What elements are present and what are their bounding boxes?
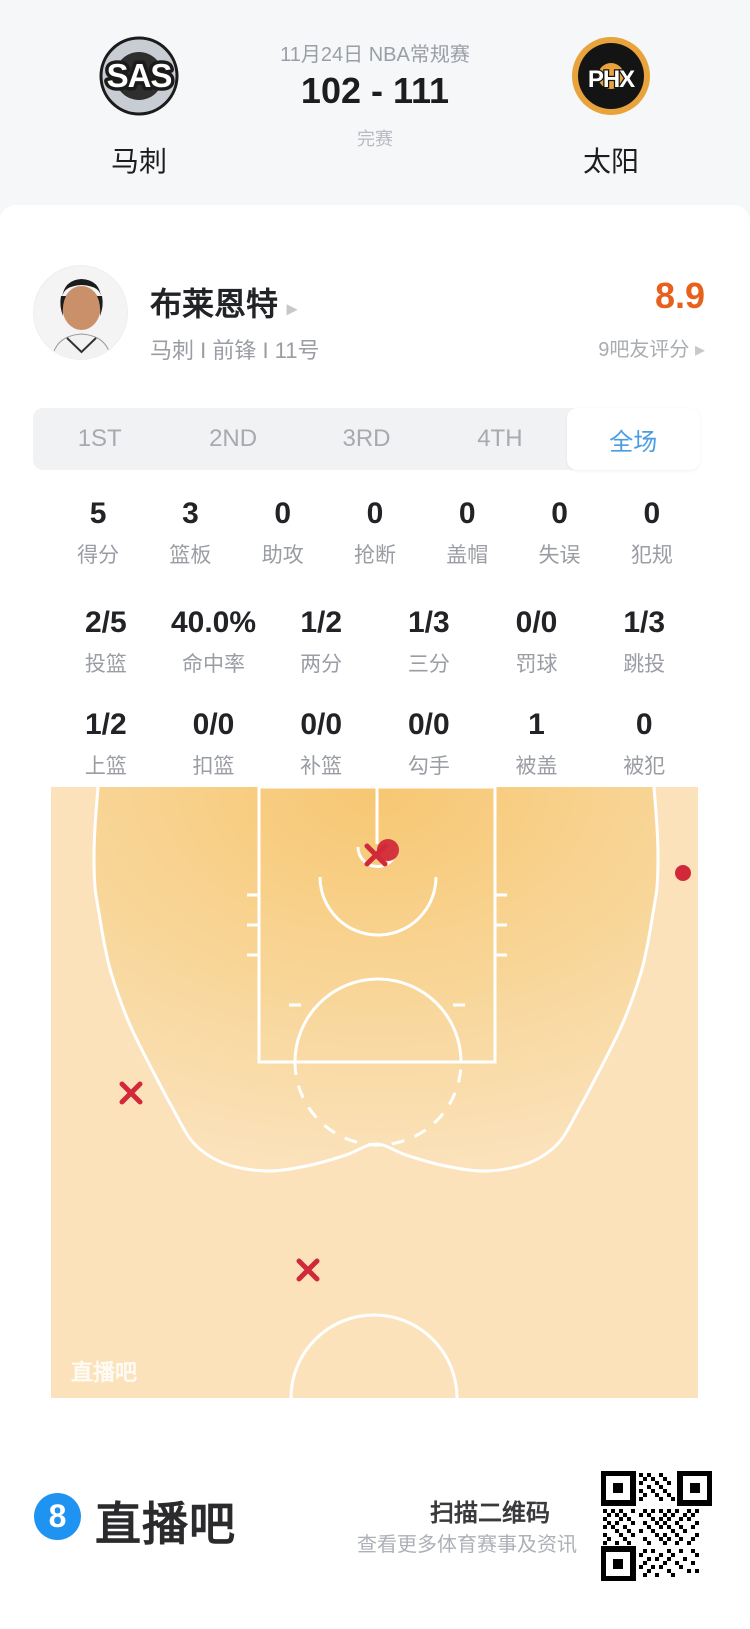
svg-text:PHX: PHX [588, 66, 635, 93]
svg-text:直播吧: 直播吧 [71, 1360, 137, 1385]
svg-text:SAS: SAS [107, 57, 172, 94]
